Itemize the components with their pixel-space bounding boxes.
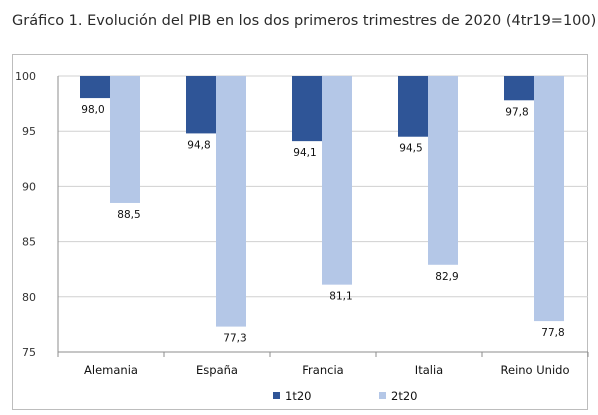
legend-label-2t20: 2t20 xyxy=(391,389,417,403)
y-tick-label: 80 xyxy=(22,291,36,304)
data-label: 94,5 xyxy=(399,143,422,155)
y-tick-label: 85 xyxy=(22,236,36,249)
data-label: 88,5 xyxy=(117,209,140,221)
y-tick-label: 90 xyxy=(22,180,36,193)
bar-1t20-españa xyxy=(186,76,216,134)
bar-1t20-alemania xyxy=(80,76,110,99)
chart-title: Gráfico 1. Evolución del PIB en los dos … xyxy=(12,13,597,29)
bar-2t20-alemania xyxy=(110,76,140,203)
y-tick-label: 95 xyxy=(22,125,36,138)
y-tick-label: 75 xyxy=(22,346,36,359)
bar-1t20-italia xyxy=(398,76,428,137)
bar-2t20-españa xyxy=(216,76,246,327)
bar-1t20-reino-unido xyxy=(504,76,534,101)
bar-1t20-francia xyxy=(292,76,322,142)
category-label: Italia xyxy=(415,363,443,377)
category-label: Alemania xyxy=(84,363,138,377)
y-tick-label: 100 xyxy=(15,70,36,83)
bar-2t20-italia xyxy=(428,76,458,265)
data-label: 94,8 xyxy=(187,139,210,151)
data-label: 81,1 xyxy=(329,291,352,303)
legend-swatch-2t20 xyxy=(379,392,386,399)
bar-2t20-reino-unido xyxy=(534,76,564,322)
bar-2t20-francia xyxy=(322,76,352,285)
data-label: 97,8 xyxy=(505,106,528,118)
category-label: España xyxy=(196,363,238,377)
data-label: 77,8 xyxy=(541,327,564,339)
data-label: 77,3 xyxy=(223,333,246,345)
legend-swatch-1t20 xyxy=(273,392,280,399)
chart-frame xyxy=(12,54,588,410)
category-label: Reino Unido xyxy=(501,363,570,377)
data-label: 82,9 xyxy=(435,271,458,283)
data-label: 98,0 xyxy=(81,104,104,116)
legend-label-1t20: 1t20 xyxy=(285,389,311,403)
category-label: Francia xyxy=(302,363,343,377)
data-label: 94,1 xyxy=(293,147,316,159)
